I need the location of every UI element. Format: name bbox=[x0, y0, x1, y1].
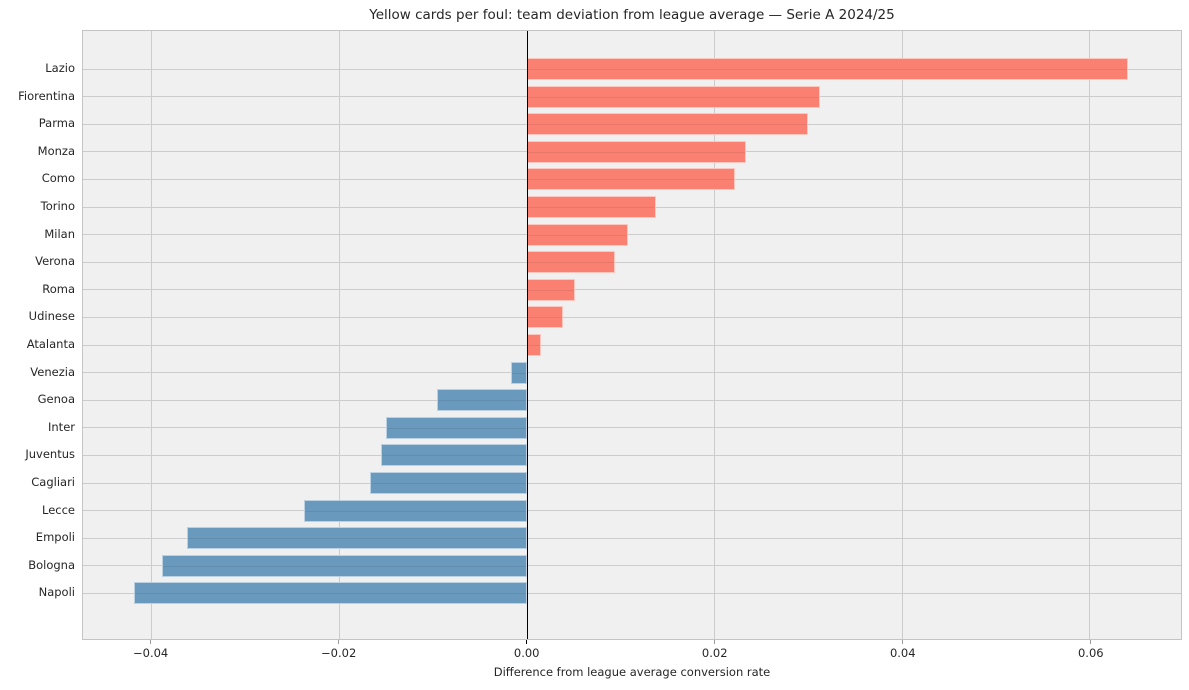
bar-gridline-band bbox=[305, 510, 526, 512]
bar-bologna bbox=[161, 554, 527, 577]
y-tick-label-atalanta: Atalanta bbox=[26, 337, 75, 351]
bar-cagliari bbox=[370, 472, 527, 494]
bar-gridline-band bbox=[371, 483, 526, 484]
h-gridline bbox=[83, 592, 1181, 594]
bar-verona bbox=[526, 251, 616, 274]
h-gridline bbox=[83, 537, 1181, 539]
bar-inter bbox=[386, 416, 527, 439]
x-axis-label: Difference from league average conversio… bbox=[493, 665, 771, 679]
h-gridline bbox=[83, 261, 1181, 263]
y-tick-label-lazio: Lazio bbox=[45, 61, 75, 75]
plot-area bbox=[82, 30, 1182, 640]
x-tick bbox=[338, 640, 340, 644]
bar-gridline-band bbox=[527, 234, 628, 236]
bar-atalanta bbox=[526, 334, 541, 356]
y-tick-label-genoa: Genoa bbox=[37, 392, 75, 407]
x-tick bbox=[1090, 640, 1092, 644]
bar-gridline-band bbox=[527, 345, 540, 346]
h-gridline bbox=[83, 289, 1181, 291]
bar-gridline-band bbox=[162, 565, 526, 567]
bar-gridline-band bbox=[382, 455, 526, 457]
y-tick-label-cagliari: Cagliari bbox=[31, 475, 75, 489]
bar-lecce bbox=[304, 499, 527, 522]
h-gridline bbox=[83, 565, 1181, 567]
chart-title: Yellow cards per foul: team deviation fr… bbox=[369, 7, 895, 23]
bar-milan bbox=[526, 223, 629, 246]
y-tick-label-juventus: Juventus bbox=[25, 447, 75, 462]
bar-gridline-band bbox=[527, 96, 819, 98]
bar-udinese bbox=[526, 306, 563, 329]
bar-torino bbox=[526, 196, 657, 218]
bar-gridline-band bbox=[527, 207, 656, 208]
x-tick-label: 0.02 bbox=[701, 646, 728, 660]
y-tick-label-fiorentina: Fiorentina bbox=[18, 88, 75, 103]
bar-gridline-band bbox=[527, 124, 808, 126]
y-tick-label-monza: Monza bbox=[37, 143, 75, 158]
bar-napoli bbox=[133, 582, 527, 605]
x-tick-label: −0.02 bbox=[321, 646, 357, 660]
v-gridline bbox=[901, 31, 903, 639]
h-gridline bbox=[83, 399, 1181, 401]
bar-gridline-band bbox=[188, 538, 526, 540]
bar-juventus bbox=[381, 444, 527, 467]
bar-gridline-band bbox=[527, 179, 735, 181]
y-tick-label-milan: Milan bbox=[44, 226, 75, 241]
bar-roma bbox=[526, 278, 575, 301]
y-tick-label-torino: Torino bbox=[40, 199, 75, 213]
y-tick-label-napoli: Napoli bbox=[38, 585, 75, 600]
bar-gridline-band bbox=[437, 400, 526, 402]
x-tick bbox=[150, 640, 152, 644]
v-gridline bbox=[151, 31, 152, 639]
y-tick-label-udinese: Udinese bbox=[28, 309, 75, 324]
h-gridline bbox=[83, 344, 1181, 346]
bar-gridline-band bbox=[511, 372, 526, 374]
bar-gridline-band bbox=[527, 151, 745, 153]
y-tick-label-como: Como bbox=[41, 171, 75, 186]
y-tick-label-venezia: Venezia bbox=[30, 364, 75, 379]
y-tick-label-roma: Roma bbox=[42, 281, 75, 296]
v-gridline bbox=[338, 31, 340, 639]
h-gridline bbox=[83, 510, 1181, 512]
h-gridline bbox=[83, 482, 1181, 484]
h-gridline bbox=[83, 316, 1181, 318]
x-tick bbox=[714, 640, 716, 644]
bar-gridline-band bbox=[527, 317, 562, 319]
x-tick-label: −0.04 bbox=[133, 646, 169, 660]
x-tick-label: 0.06 bbox=[1077, 646, 1104, 660]
bar-fiorentina bbox=[526, 85, 820, 108]
h-gridline bbox=[83, 427, 1181, 429]
h-gridline bbox=[83, 372, 1181, 374]
bar-gridline-band bbox=[527, 289, 574, 291]
bar-lazio bbox=[526, 58, 1128, 80]
bar-gridline-band bbox=[527, 262, 615, 264]
x-tick-label: 0.04 bbox=[889, 646, 916, 660]
bar-genoa bbox=[436, 389, 527, 412]
y-tick-label-lecce: Lecce bbox=[41, 502, 75, 517]
x-tick-label: 0.00 bbox=[513, 646, 540, 660]
y-tick-label-parma: Parma bbox=[38, 116, 75, 131]
bar-gridline-band bbox=[134, 593, 526, 595]
bar-monza bbox=[526, 140, 746, 163]
zero-line bbox=[526, 31, 528, 639]
h-gridline bbox=[83, 234, 1181, 236]
bar-empoli bbox=[187, 527, 527, 550]
y-tick-label-inter: Inter bbox=[48, 419, 75, 434]
h-gridline bbox=[83, 454, 1181, 456]
x-tick bbox=[902, 640, 904, 644]
bar-como bbox=[526, 168, 736, 191]
y-tick-label-empoli: Empoli bbox=[35, 530, 75, 545]
v-gridline bbox=[714, 31, 716, 639]
y-tick-label-bologna: Bologna bbox=[28, 557, 75, 572]
bar-gridline-band bbox=[527, 69, 1127, 70]
bar-gridline-band bbox=[387, 427, 526, 429]
bar-venezia bbox=[510, 361, 527, 384]
y-tick-label-verona: Verona bbox=[35, 254, 75, 269]
v-gridline bbox=[1089, 31, 1091, 639]
x-tick bbox=[526, 640, 528, 644]
bar-parma bbox=[526, 113, 809, 136]
